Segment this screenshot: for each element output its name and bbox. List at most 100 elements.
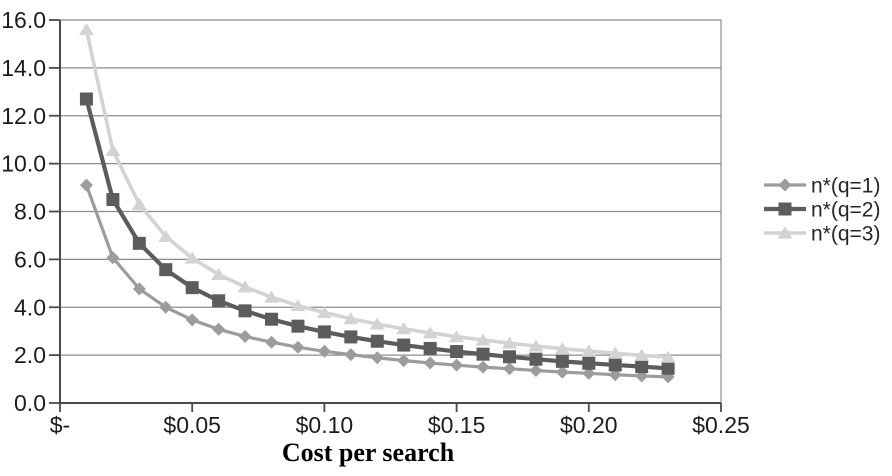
triangle-marker xyxy=(343,312,359,325)
square-marker xyxy=(397,338,411,352)
triangle-marker xyxy=(369,317,385,330)
series-n-q-3- xyxy=(78,23,676,363)
legend-item: n*(q=3) xyxy=(764,223,880,246)
triangle-marker xyxy=(237,280,253,293)
legend-label: n*(q=1) xyxy=(811,175,880,198)
x-tick-label: $0.10 xyxy=(296,412,354,438)
triangle-marker xyxy=(211,267,227,280)
square-marker xyxy=(502,350,516,364)
square-marker xyxy=(423,341,437,355)
diamond-marker xyxy=(132,282,146,296)
diamond-marker xyxy=(317,344,331,358)
triangle-marker xyxy=(316,306,332,319)
x-axis-title: Cost per search xyxy=(282,438,455,467)
diamond-marker xyxy=(159,300,173,314)
triangle-marker xyxy=(105,143,121,156)
diamond-marker xyxy=(397,354,411,368)
square-marker xyxy=(344,330,358,344)
square-marker xyxy=(555,354,569,368)
y-tick-label: 2.0 xyxy=(14,342,46,368)
diamond-marker xyxy=(106,251,120,265)
square-marker xyxy=(185,281,199,295)
triangle-marker xyxy=(475,333,491,346)
triangle-marker xyxy=(777,226,793,239)
diamond-marker xyxy=(476,360,490,374)
triangle-marker xyxy=(554,342,570,355)
square-marker xyxy=(238,304,252,318)
diamond-marker xyxy=(291,340,305,354)
triangle-marker xyxy=(501,336,517,349)
y-tick-label: 16.0 xyxy=(1,7,46,33)
square-marker xyxy=(778,202,792,216)
y-tick-label: 8.0 xyxy=(14,199,46,225)
diamond-marker xyxy=(608,368,622,382)
diamond-marker xyxy=(238,329,252,343)
square-marker xyxy=(317,325,331,339)
y-tick-label: 4.0 xyxy=(14,294,46,320)
y-tick-label: 12.0 xyxy=(1,103,46,129)
square-marker xyxy=(370,334,384,348)
triangle-marker xyxy=(449,330,465,343)
diamond-marker xyxy=(423,356,437,370)
diamond-marker xyxy=(502,362,516,376)
diamond-marker xyxy=(212,322,226,336)
diamond-marker xyxy=(265,335,279,349)
triangle-marker xyxy=(184,251,200,264)
diamond-marker xyxy=(370,351,384,365)
triangle-marker xyxy=(581,344,597,357)
gridlines xyxy=(60,19,722,403)
triangle-marker xyxy=(78,23,94,36)
x-tick-label: $- xyxy=(50,412,70,438)
series-line xyxy=(84,27,670,360)
triangle-marker xyxy=(607,346,623,359)
square-marker xyxy=(661,361,675,375)
square-marker xyxy=(529,352,543,366)
series-line xyxy=(84,183,670,379)
triangle-marker xyxy=(528,339,544,352)
triangle-marker xyxy=(396,322,412,335)
square-marker xyxy=(291,319,305,333)
x-tick-label: $0.20 xyxy=(560,412,618,438)
axes: 0.0 2.0 4.0 6.0 8.0 10.0 12.0 14.0 16.0 $- $0.05 $0… xyxy=(1,7,750,438)
x-tick-label: $0.15 xyxy=(428,412,486,438)
legend-label: n*(q=3) xyxy=(811,223,880,246)
square-marker xyxy=(159,263,173,277)
square-marker xyxy=(450,345,464,359)
diamond-marker xyxy=(344,348,358,362)
square-marker xyxy=(106,193,120,207)
series-n-q-1- xyxy=(79,178,675,384)
y-tick-label: 6.0 xyxy=(14,246,46,272)
legend-label: n*(q=2) xyxy=(811,199,880,222)
legend-item: n*(q=2) xyxy=(764,199,880,222)
x-tick-label: $0.25 xyxy=(692,412,750,438)
triangle-marker xyxy=(634,348,650,361)
diamond-marker xyxy=(582,366,596,380)
triangle-marker xyxy=(422,326,438,339)
square-marker xyxy=(608,358,622,372)
square-marker xyxy=(132,236,146,250)
diamond-marker xyxy=(529,363,543,377)
triangle-marker xyxy=(158,229,174,242)
diamond-marker xyxy=(450,358,464,372)
y-tick-label: 0.0 xyxy=(14,390,46,416)
y-tick-label: 14.0 xyxy=(1,55,46,81)
x-tick-label: $0.05 xyxy=(163,412,221,438)
square-marker xyxy=(265,312,279,326)
diamond-marker xyxy=(79,178,93,192)
data-series xyxy=(78,23,676,384)
triangle-marker xyxy=(131,197,147,210)
square-marker xyxy=(79,92,93,106)
square-marker xyxy=(212,294,226,308)
legend-item: n*(q=1) xyxy=(764,175,880,198)
triangle-marker xyxy=(290,299,306,312)
square-marker xyxy=(582,356,596,370)
legend: n*(q=1)n*(q=2)n*(q=3) xyxy=(764,175,880,246)
square-marker xyxy=(635,360,649,374)
diamond-marker xyxy=(555,365,569,379)
triangle-marker xyxy=(660,350,676,363)
triangle-marker xyxy=(264,290,280,303)
y-tick-label: 10.0 xyxy=(1,151,46,177)
series-n-q-2- xyxy=(79,92,675,375)
